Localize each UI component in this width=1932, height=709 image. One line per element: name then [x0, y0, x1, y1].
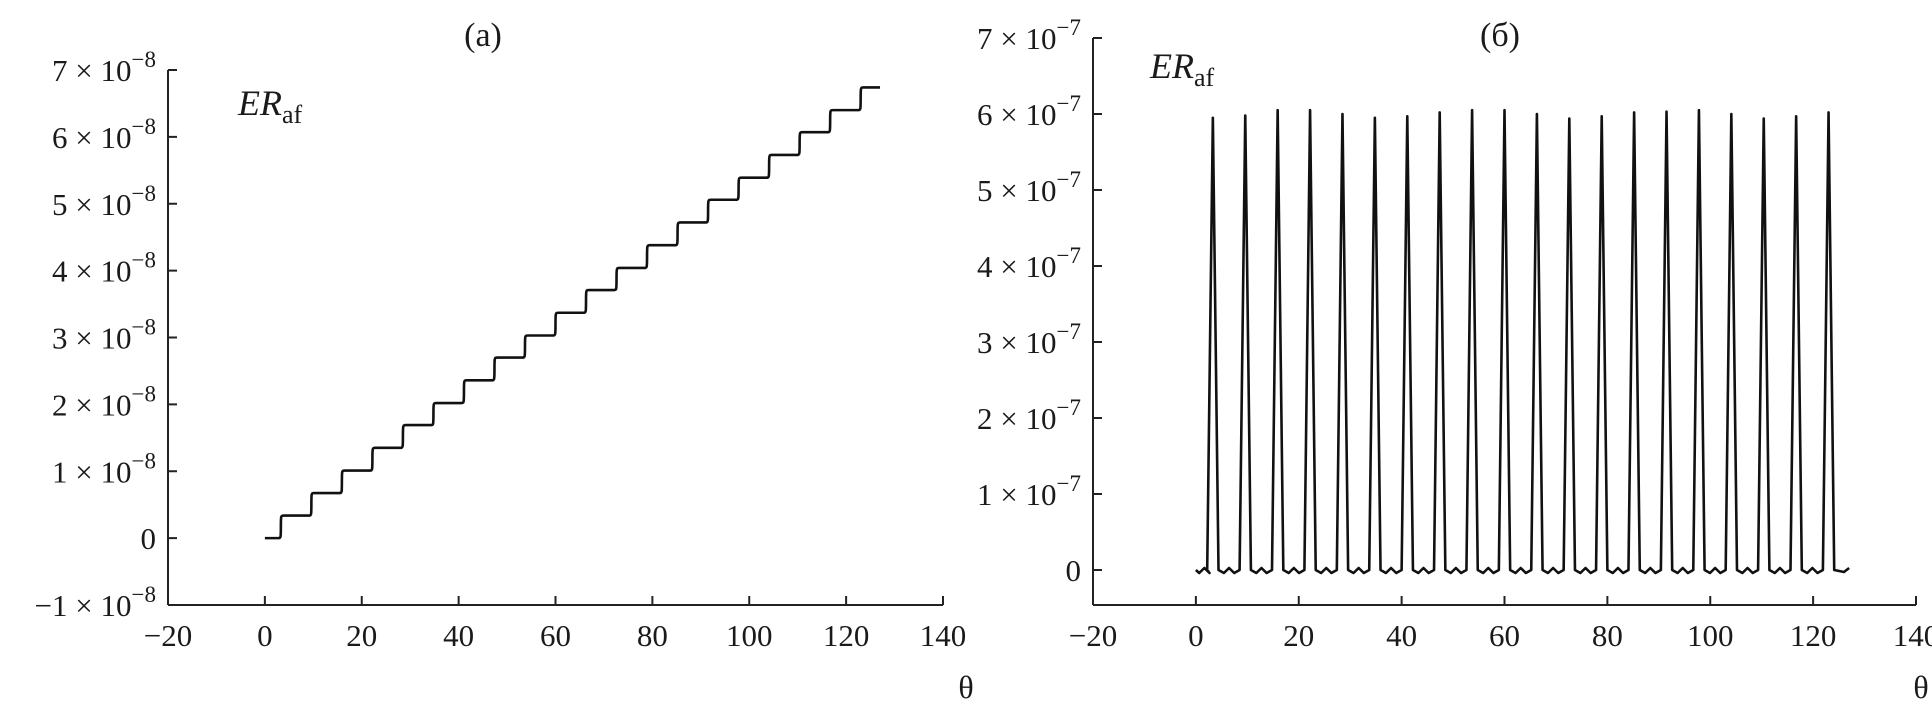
y-tick-label: 5 × 10−8: [52, 181, 156, 222]
y-tick-label: 5 × 10−7: [977, 167, 1081, 208]
x-tick-label: 40: [1386, 618, 1417, 653]
x-tick-label: 40: [443, 618, 474, 653]
x-tick-label: 20: [1283, 618, 1314, 653]
y-tick-label: 2 × 10−8: [52, 381, 156, 422]
panel-a: −1 × 10−8 0 1 × 10−8 2 × 10−8 3 × 10−8 4 × 10…: [35, 17, 974, 705]
y-tick-label: 1 × 10−7: [977, 471, 1081, 512]
x-tick-label: 80: [637, 618, 668, 653]
y-tick-label: −1 × 10−8: [35, 582, 156, 623]
panel-label: (б): [1480, 17, 1520, 54]
panel-label: (a): [464, 17, 502, 54]
y-tick-label: 3 × 10−8: [52, 315, 156, 356]
x-tick-label: −20: [144, 618, 192, 653]
y-tick-label: 1 × 10−8: [52, 448, 156, 489]
x-axis-label: θ: [958, 669, 973, 705]
y-tick-label: 0: [141, 521, 157, 556]
series-line: [264, 86, 881, 540]
x-tick-label: −20: [1069, 618, 1117, 653]
x-tick-label: 0: [1188, 618, 1204, 653]
x-tick-label: 100: [1687, 618, 1734, 653]
y-tick-label: 4 × 10−8: [52, 248, 156, 289]
x-tick-label: 120: [1790, 618, 1837, 653]
x-tick-label: 140: [920, 618, 967, 653]
x-tick-label: 20: [346, 618, 377, 653]
x-tick-label: 100: [726, 618, 773, 653]
x-tick-label: 80: [1592, 618, 1623, 653]
y-tick-label: 3 × 10−7: [977, 319, 1081, 360]
x-tick-label: 140: [1893, 618, 1932, 653]
x-tick-label: 60: [540, 618, 571, 653]
x-tick-label: 0: [257, 618, 273, 653]
y-tick-label: 7 × 10−7: [977, 15, 1081, 56]
y-tick-label: 6 × 10−8: [52, 114, 156, 155]
x-tick-label: 120: [823, 618, 870, 653]
panel-b: 0 1 × 10−7 2 × 10−7 3 × 10−7 4 × 10−7 5 × 10−…: [977, 15, 1932, 705]
series-line: [1195, 108, 1850, 575]
y-tick-label: 6 × 10−7: [977, 91, 1081, 132]
y-tick-label: 7 × 10−8: [52, 47, 156, 88]
y-tick-label: 0: [1066, 553, 1082, 588]
y-axis-label: ERaf: [1149, 46, 1215, 92]
x-tick-label: 60: [1489, 618, 1520, 653]
x-axis-label: θ: [1913, 669, 1928, 705]
y-tick-label: 4 × 10−7: [977, 243, 1081, 284]
y-axis-label: ERaf: [237, 83, 303, 129]
y-tick-label: 2 × 10−7: [977, 395, 1081, 436]
